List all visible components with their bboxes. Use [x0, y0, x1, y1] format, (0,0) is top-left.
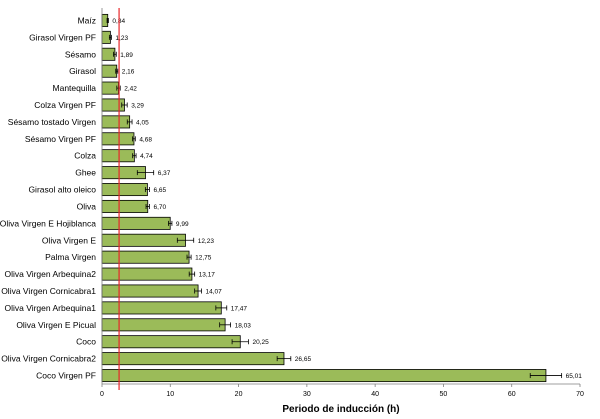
category-labels-group: Maíz Girasol Virgen PF Sésamo Girasol Manteq… — [0, 15, 96, 380]
error-bar — [108, 34, 112, 40]
bar — [101, 47, 116, 61]
category-label: Mantequilla — [53, 83, 97, 93]
category-label: Oliva Virgen Arbequina1 — [4, 303, 96, 313]
error-bar — [113, 51, 117, 57]
x-tick-label: 30 — [303, 391, 311, 398]
error-bar — [145, 203, 150, 209]
error-bar — [194, 288, 202, 294]
x-tick-label: 40 — [371, 391, 379, 398]
category-label: Sésamo tostado Virgen — [8, 117, 96, 127]
bar — [101, 250, 190, 264]
data-label: 4,05 — [136, 119, 149, 126]
x-ticks-group: 0 10 20 30 40 50 60 70 — [100, 384, 584, 398]
category-label: Oliva — [77, 201, 97, 211]
error-bar — [144, 187, 150, 193]
x-tick-label: 50 — [440, 391, 448, 398]
data-label: 1,23 — [115, 35, 128, 42]
x-tick-label: 10 — [166, 391, 174, 398]
error-bar — [126, 119, 133, 125]
x-tick-label: 0 — [100, 391, 104, 398]
bar — [101, 64, 118, 78]
category-label: Sésamo — [65, 49, 96, 59]
x-tick-label: 60 — [508, 391, 516, 398]
category-label: Colza Virgen PF — [34, 100, 96, 110]
category-label: Coco — [76, 337, 96, 347]
data-label: 2,42 — [124, 86, 137, 93]
bar — [101, 352, 285, 366]
bar — [101, 267, 193, 281]
data-label: 26,65 — [295, 356, 312, 363]
error-bar — [115, 68, 119, 74]
error-bars-group — [106, 17, 563, 379]
error-bar — [168, 220, 173, 226]
error-bar — [106, 17, 109, 23]
data-label: 2,16 — [122, 69, 135, 76]
category-label: Oliva Virgen Cornicabra2 — [1, 354, 96, 364]
bar — [101, 216, 171, 230]
error-bar — [121, 102, 128, 108]
bar — [101, 183, 148, 197]
data-label: 4,68 — [139, 136, 152, 143]
category-label: Girasol alto oleico — [28, 185, 96, 195]
bar — [101, 132, 135, 146]
error-bar — [188, 271, 196, 277]
category-label: Girasol — [69, 66, 96, 76]
x-tick-label: 20 — [235, 391, 243, 398]
data-label: 6,70 — [153, 204, 166, 211]
bar — [101, 81, 119, 95]
x-axis-title: Periodo de inducción (h) — [282, 404, 399, 415]
bar — [101, 284, 199, 298]
category-label: Girasol Virgen PF — [29, 32, 96, 42]
bars-group — [101, 13, 547, 383]
bar — [101, 199, 149, 213]
error-bar — [132, 153, 137, 159]
data-label: 17,47 — [231, 305, 248, 312]
category-label: Oliva Virgen E Picual — [16, 320, 96, 330]
category-label: Coco Virgen PF — [36, 371, 96, 381]
data-label: 20,25 — [252, 339, 269, 346]
bar — [101, 318, 226, 332]
category-label: Ghee — [75, 168, 96, 178]
error-bar — [136, 170, 155, 176]
bar — [101, 98, 125, 112]
data-label: 18,03 — [235, 322, 252, 329]
data-label: 6,37 — [158, 170, 171, 177]
data-label: 12,75 — [195, 255, 212, 262]
error-bar — [132, 136, 136, 142]
x-tick-label: 70 — [576, 391, 584, 398]
bar — [101, 335, 241, 349]
error-bar — [215, 305, 228, 311]
data-label: 4,74 — [140, 153, 153, 160]
error-bar — [219, 322, 231, 328]
error-bar — [529, 373, 563, 379]
data-label: 12,23 — [198, 238, 215, 245]
data-label: 14,07 — [205, 289, 222, 296]
category-label: Oliva Virgen E Hojiblanca — [0, 218, 96, 228]
data-label: 65,01 — [566, 373, 583, 380]
bar — [101, 369, 547, 383]
data-label: 3,29 — [131, 103, 144, 110]
category-label: Oliva Virgen Arbequina2 — [4, 269, 96, 279]
data-label: 13,17 — [199, 272, 216, 279]
bar — [101, 115, 131, 129]
bar — [101, 149, 135, 163]
data-label: 6,65 — [153, 187, 166, 194]
data-label: 1,89 — [120, 52, 133, 59]
category-label: Sésamo Virgen PF — [25, 134, 96, 144]
error-bar — [186, 254, 192, 260]
error-bar — [276, 356, 292, 362]
category-label: Palma Virgen — [45, 252, 96, 262]
category-label: Oliva Virgen Cornicabra1 — [1, 286, 96, 296]
error-bar — [176, 237, 195, 243]
bar — [101, 233, 186, 247]
bar — [101, 301, 222, 315]
category-label: Colza — [74, 151, 96, 161]
category-label: Oliva Virgen E — [42, 235, 97, 245]
data-label: 9,99 — [176, 221, 189, 228]
error-bar — [231, 339, 249, 345]
category-label: Maíz — [78, 15, 96, 25]
